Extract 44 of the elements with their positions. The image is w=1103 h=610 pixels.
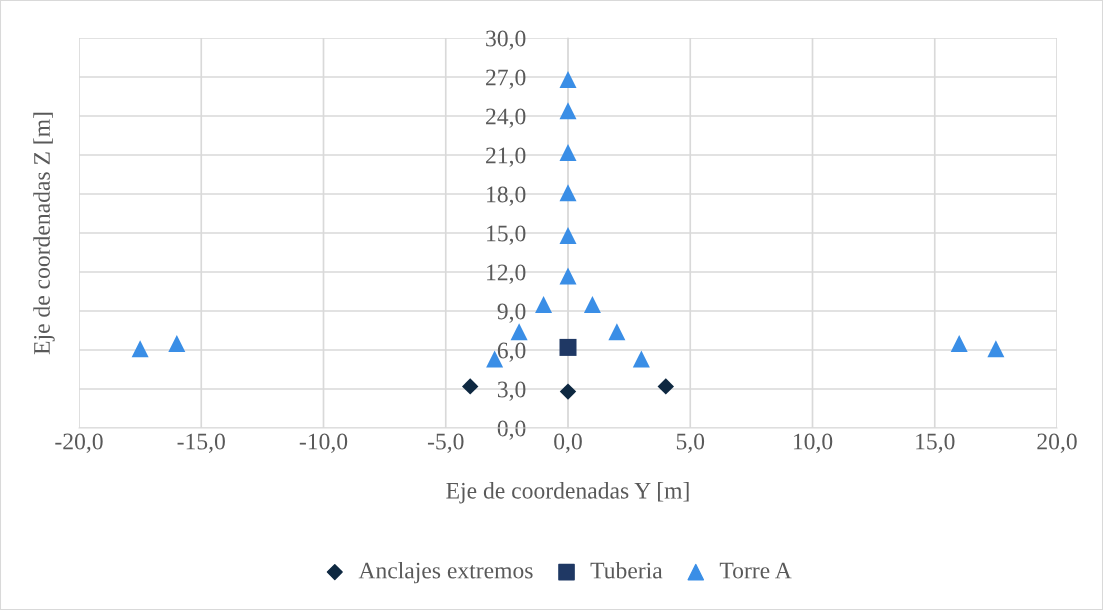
y-tick-label: 15,0 [487, 225, 526, 245]
point [987, 340, 1005, 358]
y-tick-label: 18,0 [487, 186, 526, 206]
y-tick-label: 0,0 [497, 420, 526, 440]
x-tick-label: -20,0 [55, 433, 103, 453]
x-tick-label: -10,0 [299, 433, 348, 453]
legend-label: Anclajes extremos [358, 561, 533, 584]
point [608, 323, 626, 341]
point [559, 143, 577, 161]
x-tick-label: 15,0 [916, 433, 955, 453]
x-tick-label: 5,0 [676, 433, 705, 453]
x-axis-title: Eje de coordenadas Y [m] [446, 482, 689, 504]
y-tick-label: 27,0 [486, 69, 526, 89]
point [559, 102, 577, 120]
point [559, 184, 577, 202]
point [559, 267, 577, 285]
y-tick-label: 30,0 [486, 30, 526, 50]
y-axis-title: Eje de coordenadas Z [m] [33, 112, 55, 355]
point [559, 338, 577, 356]
legend-label: Torre A [719, 562, 792, 579]
point [168, 334, 186, 353]
x-tick-label: -15,0 [177, 433, 225, 453]
point [559, 71, 577, 89]
point [657, 378, 675, 395]
y-tick-label: 12,0 [487, 264, 526, 284]
y-tick-label: 3,0 [497, 381, 526, 401]
point [461, 378, 479, 395]
y-tick-label: 9,0 [497, 303, 526, 323]
y-tick-label: 21,0 [486, 147, 526, 167]
point [632, 350, 650, 368]
x-tick-label: 20,0 [1037, 433, 1077, 453]
x-tick-label: -5,0 [427, 433, 464, 453]
point [510, 323, 528, 341]
point [131, 340, 149, 358]
point [559, 383, 577, 400]
x-tick-label: 0,0 [554, 433, 582, 453]
y-tick-label: 6,0 [497, 342, 526, 362]
point [950, 334, 968, 353]
x-tick-label: 10,0 [793, 433, 833, 453]
y-tick-label: 24,0 [486, 108, 526, 128]
point [583, 295, 601, 314]
point [559, 227, 577, 245]
legend-label: Tuberia [590, 561, 663, 579]
point [535, 295, 553, 314]
